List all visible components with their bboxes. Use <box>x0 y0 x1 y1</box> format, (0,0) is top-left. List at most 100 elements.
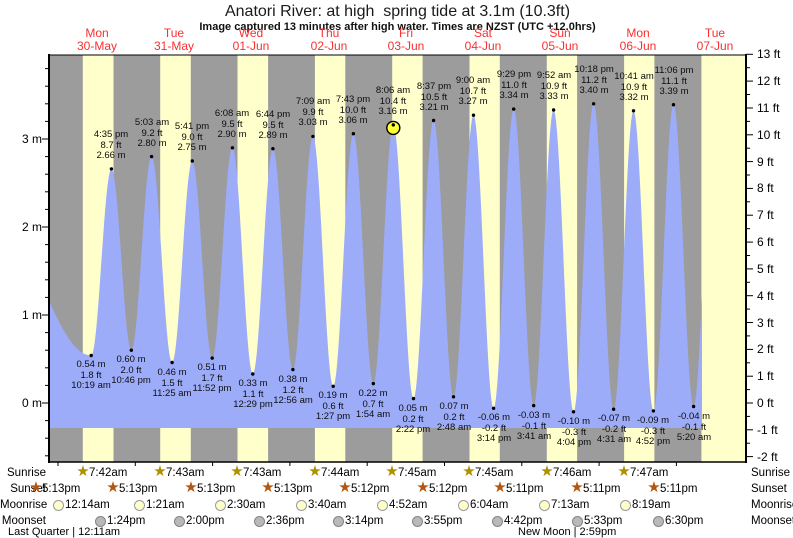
new-moon-note: New Moon | 2:59pm <box>518 526 617 538</box>
moonrise-moon-icon <box>53 500 64 511</box>
day-label: Tue 31-May <box>153 26 194 53</box>
moonrise-moon-icon <box>377 500 388 511</box>
sunrise-time: 7:42am <box>89 467 128 479</box>
low-tide-label: -0.04 m -0.1 ft 5:20 am <box>676 411 712 443</box>
high-tide-label: 5:41 pm 9.0 ft 2.75 m <box>174 121 210 153</box>
high-tide-label: 9:29 pm 11.0 ft 3.34 m <box>496 69 532 101</box>
moonset-time: 2:00pm <box>186 515 225 527</box>
sunset-time: 5:13pm <box>119 483 158 495</box>
sunrise-star-icon: ★ <box>462 463 476 480</box>
low-tide-label: 0.46 m 1.5 ft 11:25 am <box>152 367 192 399</box>
high-tide-label: 11:06 pm 11.1 ft 3.39 m <box>654 65 694 97</box>
sunset-time: 5:11pm <box>660 483 698 495</box>
low-tide-label: -0.09 m -0.3 ft 4:52 pm <box>635 415 671 447</box>
y-axis-ft-label: 4 ft <box>757 289 774 303</box>
sunrise-time: 7:43am <box>166 467 205 479</box>
sunset-time: 5:12pm <box>429 483 468 495</box>
moonrise-time: 12:14am <box>65 499 110 511</box>
moonset-moon-icon <box>95 516 106 527</box>
chart-subtitle: Image captured 13 minutes after high wat… <box>199 21 596 33</box>
last-quarter-note: Last Quarter | 12:11am <box>8 526 121 538</box>
moonset-moon-icon <box>412 516 423 527</box>
moonrise-moon-icon <box>620 500 631 511</box>
y-axis-ft-label: -1 ft <box>757 423 778 437</box>
moonrise-time: 8:19am <box>632 499 671 511</box>
moonset-time: 6:30pm <box>665 515 704 527</box>
low-tide-label: 0.54 m 1.8 ft 10:19 am <box>71 359 111 391</box>
sunset-star-icon: ★ <box>493 479 507 496</box>
sunset-star-icon: ★ <box>29 479 43 496</box>
y-axis-ft-label: 13 ft <box>757 47 781 61</box>
high-tide-label: 9:00 am 10.7 ft 3.27 m <box>455 75 491 107</box>
moonrise-row-label-left: Moonrise <box>0 499 48 511</box>
moonset-time: 5:33pm <box>584 515 623 527</box>
sunrise-time: 7:45am <box>398 467 437 479</box>
low-tide-label: 0.33 m 1.1 ft 12:29 pm <box>233 378 273 410</box>
moonset-moon-icon <box>492 516 503 527</box>
y-axis-ft-label: 12 ft <box>757 74 781 88</box>
moonset-time: 4:42pm <box>504 515 543 527</box>
high-tide-label: 6:08 am 9.5 ft 2.90 m <box>214 108 250 140</box>
day-label: Tue 07-Jun <box>696 26 734 53</box>
moonset-moon-icon <box>254 516 265 527</box>
low-tide-label: 0.07 m 0.2 ft 2:48 am <box>436 401 472 433</box>
y-axis-ft-label: 9 ft <box>757 155 774 169</box>
y-axis-ft-label: 11 ft <box>757 101 780 115</box>
moonrise-time: 6:04am <box>470 499 509 511</box>
day-label: Fri 03-Jun <box>387 26 425 53</box>
low-tide-label: -0.10 m -0.3 ft 4:04 pm <box>556 416 592 448</box>
sunrise-time: 7:44am <box>321 467 360 479</box>
moonset-row-label-left: Moonset <box>1 515 46 527</box>
moonrise-moon-icon <box>539 500 550 511</box>
day-label: Mon 30-May <box>76 26 117 53</box>
low-tide-label: 0.38 m 1.2 ft 12:56 am <box>273 374 313 406</box>
sunrise-star-icon: ★ <box>308 463 322 480</box>
y-axis-ft-label: 8 ft <box>757 181 774 195</box>
sunset-row-label-left: Sunset <box>10 483 46 495</box>
low-tide-label: 0.05 m 0.2 ft 2:22 pm <box>395 403 431 435</box>
sunset-time: 5:13pm <box>274 483 313 495</box>
sunset-time: 5:13pm <box>42 483 81 495</box>
moonset-moon-icon <box>572 516 583 527</box>
sunset-star-icon: ★ <box>261 479 275 496</box>
moonset-time: 1:24pm <box>107 515 146 527</box>
moonrise-moon-icon <box>215 500 226 511</box>
high-tide-label: 5:03 am 9.2 ft 2.80 m <box>134 117 170 149</box>
y-axis-ft-label: 10 ft <box>757 128 781 142</box>
y-axis-ft-label: 0 ft <box>757 396 774 410</box>
sunrise-time: 7:43am <box>243 467 282 479</box>
y-axis-ft-label: 5 ft <box>757 262 774 276</box>
moonset-time: 3:55pm <box>424 515 463 527</box>
moonset-moon-icon <box>174 516 185 527</box>
day-label: Sat 04-Jun <box>464 26 502 53</box>
low-tide-label: -0.07 m -0.2 ft 4:31 am <box>596 413 632 445</box>
sunrise-time: 7:46am <box>553 467 592 479</box>
moonrise-row-label-right: Moonrise <box>751 499 793 511</box>
high-tide-label: 8:37 pm 10.5 ft 3.21 m <box>416 81 452 113</box>
sunrise-star-icon: ★ <box>540 463 554 480</box>
sunset-time: 5:11pm <box>583 483 621 495</box>
sunset-time: 5:13pm <box>197 483 236 495</box>
moonrise-time: 3:40am <box>308 499 347 511</box>
y-axis-ft-label: 6 ft <box>757 235 774 249</box>
y-axis-ft-label: -2 ft <box>757 450 778 464</box>
day-label: Thu 02-Jun <box>310 26 348 53</box>
chart-title: Anatori River: at high spring tide at 3.… <box>224 3 571 20</box>
y-axis-ft-label: 2 ft <box>757 342 774 356</box>
sunset-star-icon: ★ <box>570 479 584 496</box>
sunset-star-icon: ★ <box>416 479 430 496</box>
moonset-moon-icon <box>333 516 344 527</box>
day-label: Wed 01-Jun <box>232 26 270 53</box>
high-tide-label: 7:09 am 9.9 ft 3.03 m <box>295 96 331 128</box>
moonset-row-label-right: Moonset <box>751 515 793 527</box>
moonrise-moon-icon <box>296 500 307 511</box>
moonrise-time: 2:30am <box>227 499 266 511</box>
day-label: Sun 05-Jun <box>541 26 579 53</box>
high-tide-label: 9:52 am 10.9 ft 3.33 m <box>536 70 572 102</box>
moonrise-time: 4:52am <box>389 499 428 511</box>
high-tide-label: 4:35 pm 8.7 ft 2.66 m <box>93 129 129 161</box>
high-tide-label: 6:44 pm 9.5 ft 2.89 m <box>255 109 291 141</box>
high-tide-label: 10:18 pm 11.2 ft 3.40 m <box>574 64 614 96</box>
